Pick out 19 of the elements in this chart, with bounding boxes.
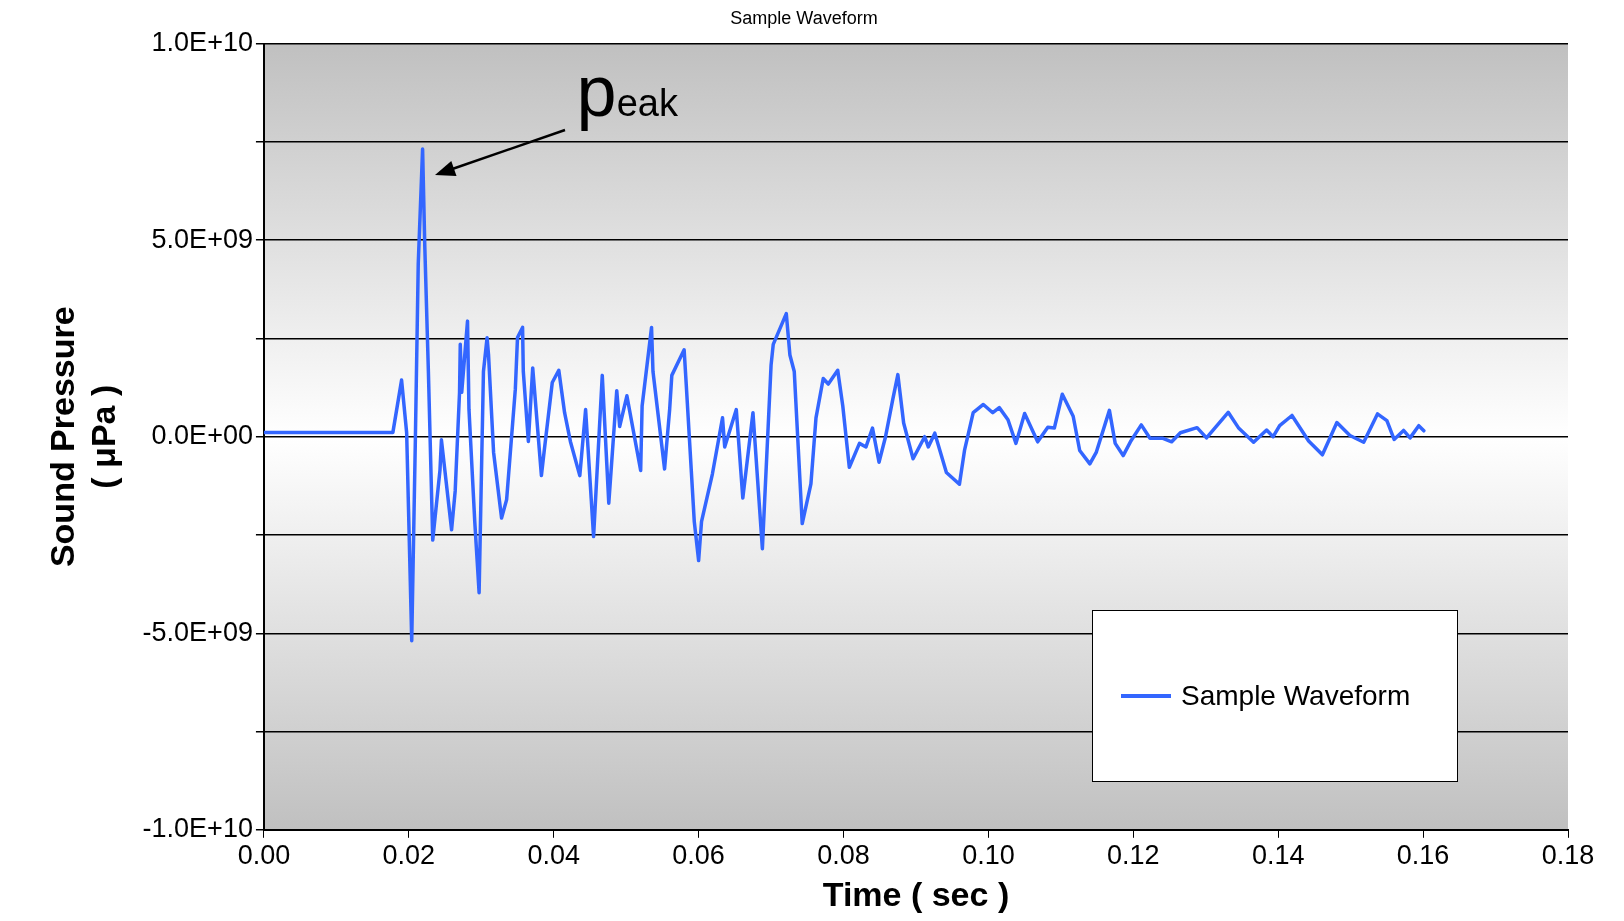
- y-tick-label: 5.0E+09: [151, 223, 253, 254]
- legend: Sample Waveform: [1092, 609, 1458, 782]
- x-tick-label: 0.12: [1107, 840, 1160, 871]
- annotation: peak: [576, 50, 679, 131]
- x-tick-label: 0.18: [1541, 840, 1595, 871]
- y-tick-label: -5.0E+09: [142, 616, 253, 647]
- y-axis-title: Sound Pressure ( μPa ): [42, 306, 122, 568]
- y-tick-label: 1.0E+10: [151, 27, 253, 58]
- x-tick-label: 0.06: [672, 840, 725, 871]
- legend-label: Sample Waveform: [1181, 679, 1411, 712]
- x-axis-title: Time ( sec ): [822, 874, 1010, 913]
- x-tick-label: 0.02: [382, 840, 436, 871]
- y-tick-label: 0.0E+00: [151, 420, 253, 451]
- x-tick-label: 0.16: [1396, 840, 1450, 871]
- x-tick-label: 0.14: [1251, 840, 1305, 871]
- x-tick-label: 0.08: [817, 840, 870, 871]
- x-tick-label: 0.10: [962, 840, 1015, 871]
- chart-title: Sample Waveform: [730, 7, 878, 28]
- x-tick-label: 0.04: [527, 840, 581, 871]
